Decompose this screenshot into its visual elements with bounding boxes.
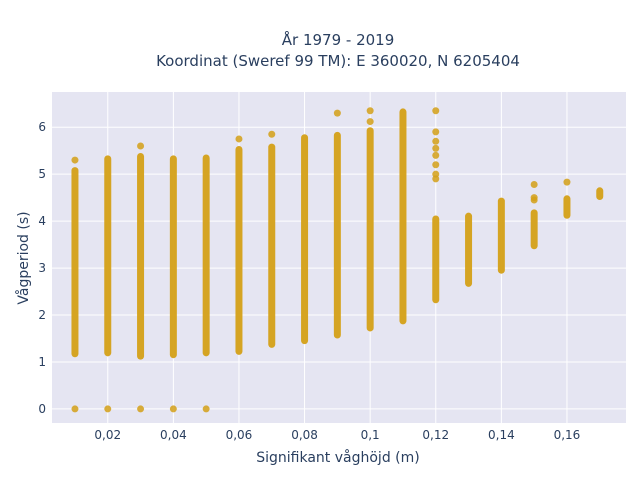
chart-title-line2: Koordinat (Sweref 99 TM): E 360020, N 62… xyxy=(156,52,520,70)
y-tick-label: 4 xyxy=(38,214,46,228)
data-points xyxy=(71,107,604,413)
data-point xyxy=(432,144,440,152)
data-point xyxy=(71,405,79,413)
data-point-column xyxy=(563,195,571,219)
x-tick-label: 0,16 xyxy=(554,428,581,442)
y-tick-label: 5 xyxy=(38,167,46,181)
data-point-column xyxy=(333,131,341,339)
data-point xyxy=(366,118,374,126)
data-point xyxy=(169,405,177,413)
data-point-column xyxy=(202,154,210,357)
data-point-column xyxy=(465,212,473,287)
data-point-column xyxy=(169,155,177,359)
y-tick-label: 2 xyxy=(38,308,46,322)
data-point xyxy=(137,142,145,150)
x-tick-label: 0,04 xyxy=(160,428,187,442)
data-point xyxy=(137,405,145,413)
data-point xyxy=(71,156,79,164)
data-point-column xyxy=(530,209,538,250)
data-point xyxy=(432,128,440,136)
x-tick-label: 0,02 xyxy=(94,428,121,442)
data-point-column xyxy=(71,167,79,358)
data-point xyxy=(333,109,341,117)
data-point-column xyxy=(301,134,309,345)
data-point xyxy=(432,161,440,169)
data-point xyxy=(104,405,112,413)
data-point-column xyxy=(268,143,276,348)
x-tick-label: 0,14 xyxy=(488,428,515,442)
data-point xyxy=(530,194,538,202)
x-tick-label: 0,06 xyxy=(226,428,253,442)
data-point xyxy=(432,151,440,159)
data-point-column xyxy=(497,197,505,274)
data-point-column xyxy=(137,153,145,360)
data-point-column xyxy=(399,108,407,325)
y-axis-ticks: 0 1 2 3 4 5 6 xyxy=(38,120,46,416)
data-point-column xyxy=(235,145,243,355)
x-tick-label: 0,08 xyxy=(291,428,318,442)
data-point xyxy=(202,405,210,413)
data-point xyxy=(432,137,440,145)
y-tick-label: 0 xyxy=(38,402,46,416)
data-point xyxy=(432,107,440,115)
y-tick-label: 1 xyxy=(38,355,46,369)
data-point-column xyxy=(432,215,440,304)
data-point xyxy=(366,107,374,115)
data-point-column xyxy=(104,155,112,357)
y-tick-label: 3 xyxy=(38,261,46,275)
data-point-column xyxy=(596,187,604,200)
y-tick-label: 6 xyxy=(38,120,46,134)
data-point xyxy=(268,130,276,138)
x-axis-title: Signifikant våghöjd (m) xyxy=(256,449,419,466)
data-point xyxy=(235,135,243,143)
x-axis-ticks: 0,02 0,04 0,06 0,08 0,1 0,12 0,14 0,16 xyxy=(94,428,580,442)
y-axis-title: Vågperiod (s) xyxy=(15,211,32,304)
x-tick-label: 0,1 xyxy=(361,428,380,442)
chart-title-line1: År 1979 - 2019 xyxy=(282,30,395,49)
data-point xyxy=(432,170,440,178)
x-tick-label: 0,12 xyxy=(422,428,449,442)
data-point xyxy=(530,180,538,188)
data-point xyxy=(563,178,571,186)
data-point-column xyxy=(366,127,374,332)
